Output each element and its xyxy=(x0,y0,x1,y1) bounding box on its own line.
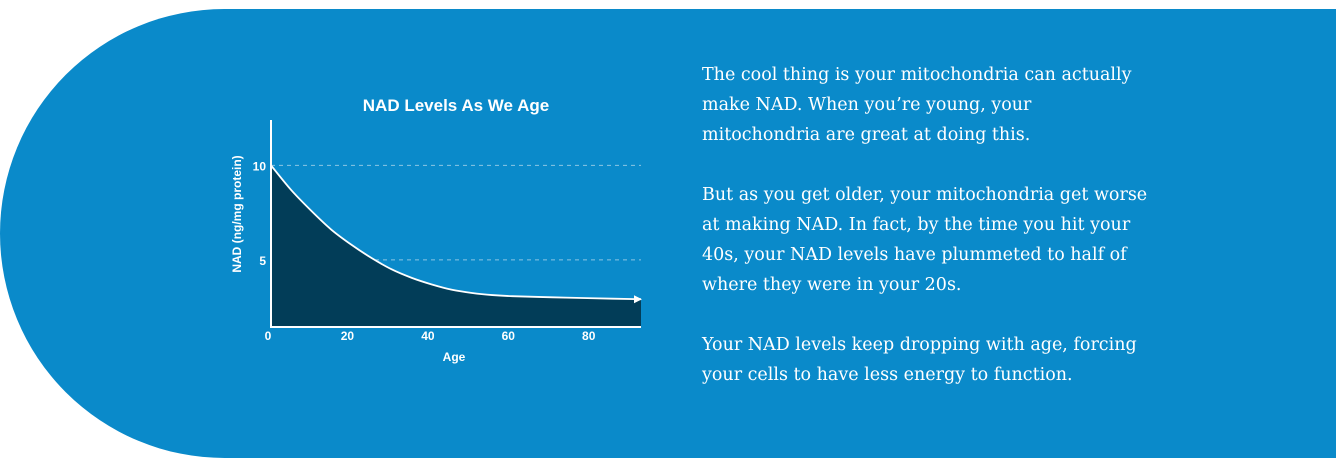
series-line xyxy=(270,164,642,301)
x-axis-label: Age xyxy=(443,350,466,364)
paragraph-2: But as you get older, your mitochondria … xyxy=(702,185,1148,295)
x-tick-20: 20 xyxy=(341,329,355,343)
area-fill xyxy=(271,165,641,327)
y-tick-10: 10 xyxy=(253,159,267,173)
arrow-head-icon xyxy=(634,295,642,304)
paragraph-1: The cool thing is your mitochondria can … xyxy=(702,65,1132,145)
y-axis-label: NAD (ng/mg protein) xyxy=(230,155,244,272)
blue-banner-background xyxy=(0,9,1336,458)
x-tick-40: 40 xyxy=(421,329,435,343)
paragraph-3: Your NAD levels keep dropping with age, … xyxy=(702,335,1137,385)
chart-title: NAD Levels As We Age xyxy=(363,96,549,115)
body-copy: The cool thing is your mitochondria can … xyxy=(702,60,1152,420)
x-tick-labels: 0 20 40 60 80 xyxy=(265,329,596,343)
y-tick-labels: 5 10 xyxy=(253,159,267,268)
grid-lines xyxy=(271,164,641,261)
x-tick-80: 80 xyxy=(582,329,596,343)
y-tick-5: 5 xyxy=(259,254,266,268)
x-tick-0: 0 xyxy=(265,329,272,343)
x-tick-60: 60 xyxy=(502,329,516,343)
